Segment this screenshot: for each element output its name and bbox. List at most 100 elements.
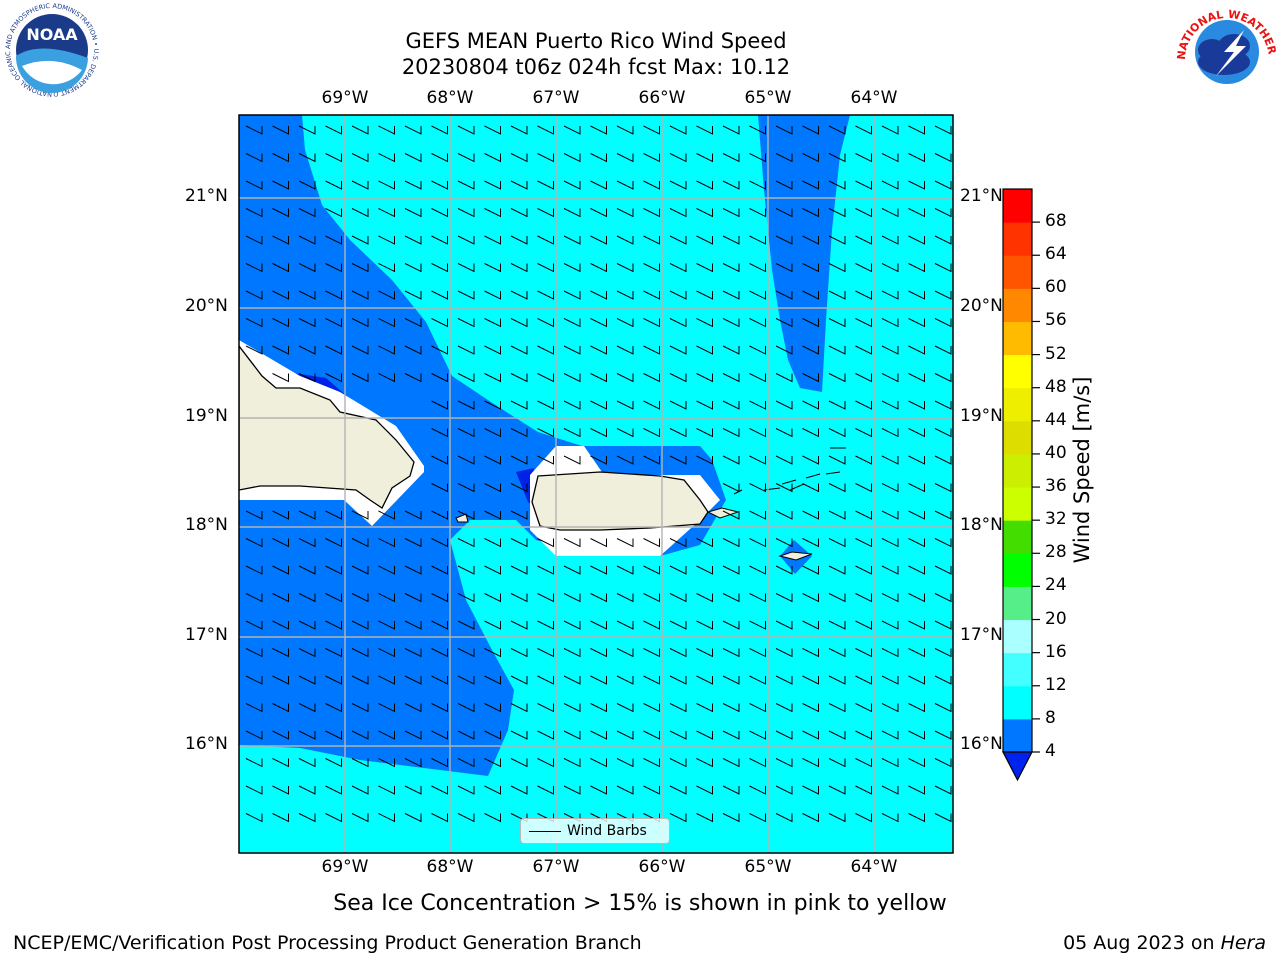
wind-barb: [616, 180, 634, 190]
wind-barb: [325, 675, 342, 685]
wind-barb: [802, 565, 819, 575]
wind-barb: [881, 455, 899, 465]
wind-barb: [828, 620, 846, 630]
wind-barb: [325, 180, 342, 190]
wind-barb: [378, 620, 395, 630]
wind-barb: [616, 565, 634, 575]
wind-barb: [616, 455, 634, 465]
wind-barb: [908, 180, 925, 190]
wind-barb: [802, 318, 819, 328]
wind-barb: [431, 538, 448, 548]
wind-barb: [616, 428, 634, 438]
wind-barb: [722, 703, 740, 713]
lat-label-left: 20°N: [185, 296, 228, 316]
wind-barb: [669, 785, 687, 795]
wind-barb: [484, 125, 501, 135]
wind-barb: [298, 125, 316, 135]
wind-barb: [934, 620, 952, 630]
wind-barb: [722, 813, 740, 823]
wind-barb: [643, 455, 660, 465]
wind-barb: [298, 730, 316, 740]
map-legend: Wind Barbs: [520, 818, 670, 844]
lon-label-bottom: 65°W: [744, 857, 792, 877]
wind-barb: [855, 785, 872, 795]
wind-barb: [484, 593, 501, 603]
wind-barb: [855, 400, 872, 410]
wind-barb: [828, 428, 846, 438]
wind-barb: [272, 703, 289, 713]
wind-barb: [828, 345, 846, 355]
wind-barb: [325, 758, 342, 768]
wind-barb: [484, 318, 501, 328]
wind-barb: [457, 620, 475, 630]
wind-barb: [298, 703, 316, 713]
wind-barb: [298, 538, 316, 548]
wind-barb: [908, 455, 925, 465]
wind-barb: [431, 208, 448, 218]
wind-barb: [431, 620, 448, 630]
wind-barb: [881, 345, 899, 355]
wind-barb: [908, 510, 925, 520]
wind-barb: [934, 648, 952, 658]
wind-barb: [669, 125, 687, 135]
legend-label: Wind Barbs: [567, 823, 647, 839]
wind-barb: [934, 125, 952, 135]
wind-barb: [245, 235, 263, 245]
wind-barb: [563, 785, 581, 795]
wind-barb: [802, 345, 819, 355]
wind-barb: [537, 565, 554, 575]
wind-barb: [351, 675, 369, 685]
wind-barb: [643, 125, 660, 135]
wind-barb: [669, 180, 687, 190]
wind-barb: [272, 813, 289, 823]
wind-barb: [590, 620, 607, 630]
wind-barb: [457, 180, 475, 190]
wind-barb: [775, 758, 793, 768]
wind-barb: [404, 730, 422, 740]
wind-barb: [272, 235, 289, 245]
colorbar-tick-label: 4: [1045, 741, 1056, 761]
wind-barb: [563, 290, 581, 300]
wind-barb: [351, 263, 369, 273]
wind-barb: [855, 290, 872, 300]
wind-barb: [908, 290, 925, 300]
wind-barb: [802, 648, 819, 658]
wind-barb: [908, 483, 925, 493]
wind-barb: [908, 263, 925, 273]
wind-barb: [669, 400, 687, 410]
wind-barb: [457, 510, 475, 520]
wind-barb: [457, 153, 475, 163]
wind-barb: [537, 208, 554, 218]
wind-barb: [563, 373, 581, 383]
wind-barb: [696, 620, 713, 630]
wind-barb: [643, 180, 660, 190]
wind-barb: [775, 703, 793, 713]
wind-barb: [537, 180, 554, 190]
wind-barb: [881, 785, 899, 795]
wind-barb: [457, 538, 475, 548]
wind-barb: [775, 345, 793, 355]
wind-barb: [802, 153, 819, 163]
wind-barb: [616, 153, 634, 163]
wind-barb: [431, 785, 448, 795]
colorbar-tick-label: 60: [1045, 277, 1067, 298]
wind-barb: [855, 153, 872, 163]
wind-barb: [908, 153, 925, 163]
wind-barb: [431, 318, 448, 328]
wind-barb: [643, 373, 660, 383]
wind-barb: [881, 813, 899, 823]
wind-barb: [934, 345, 952, 355]
wind-barb: [537, 263, 554, 273]
wind-barb: [484, 675, 501, 685]
wind-barb: [616, 730, 634, 740]
wind-barb: [669, 758, 687, 768]
wind-barb: [881, 318, 899, 328]
wind-barb: [378, 318, 395, 328]
st-croix-island: [778, 551, 813, 561]
wind-barb: [722, 675, 740, 685]
wind-barb: [245, 703, 263, 713]
lon-label-top: 68°W: [426, 88, 474, 108]
wind-barb: [245, 565, 263, 575]
wind-barb: [802, 125, 819, 135]
wind-barb: [722, 538, 740, 548]
